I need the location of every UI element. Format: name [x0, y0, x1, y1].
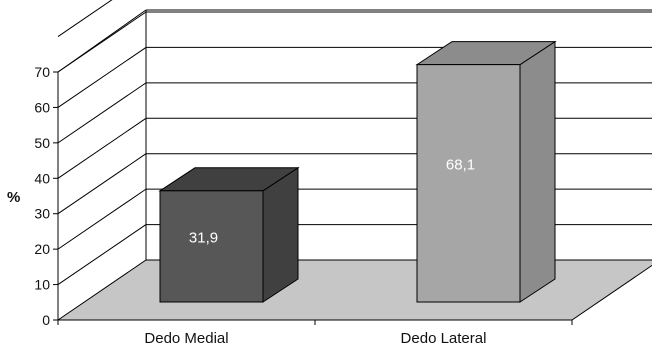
y-tick-label: 30 — [34, 206, 50, 222]
side-gridline — [57, 82, 147, 144]
bar-value-label: 31,9 — [189, 230, 218, 247]
y-tick-label: 40 — [34, 170, 50, 186]
side-gridline — [57, 117, 147, 179]
side-gridline — [57, 11, 147, 73]
bars: 31,9 68,1 — [158, 40, 557, 303]
bar-group: 68,1 — [415, 40, 557, 303]
chart-walls — [57, 9, 147, 260]
y-tick-label: 20 — [34, 241, 50, 257]
side-gridline — [57, 224, 147, 285]
floor — [56, 259, 652, 321]
y-tick-label: 70 — [34, 64, 50, 80]
bar-side — [519, 40, 556, 303]
side-gridline — [57, 188, 147, 250]
x-tick-label: Dedo Medial — [144, 330, 228, 347]
chart-floor — [56, 259, 652, 321]
x-tick-label: Dedo Lateral — [401, 330, 487, 347]
y-tick-label: 60 — [34, 99, 50, 115]
y-tick-label: 50 — [34, 135, 50, 151]
side-gridline — [57, 0, 113, 37]
y-axis-title: % — [7, 189, 20, 206]
gridlines — [57, 0, 652, 285]
y-axis-ticks: 0 10 20 30 40 50 60 70 — [34, 64, 59, 328]
y-tick-label: 0 — [42, 312, 50, 328]
x-axis: Dedo Medial Dedo Lateral — [57, 319, 573, 347]
bar — [159, 190, 264, 303]
y-tick-label: 10 — [34, 277, 50, 293]
side-gridline — [57, 153, 147, 215]
bar-group: 31,9 — [158, 166, 300, 303]
bar-value-label: 68,1 — [446, 156, 475, 173]
side-gridline — [57, 47, 147, 108]
bar — [416, 64, 521, 303]
